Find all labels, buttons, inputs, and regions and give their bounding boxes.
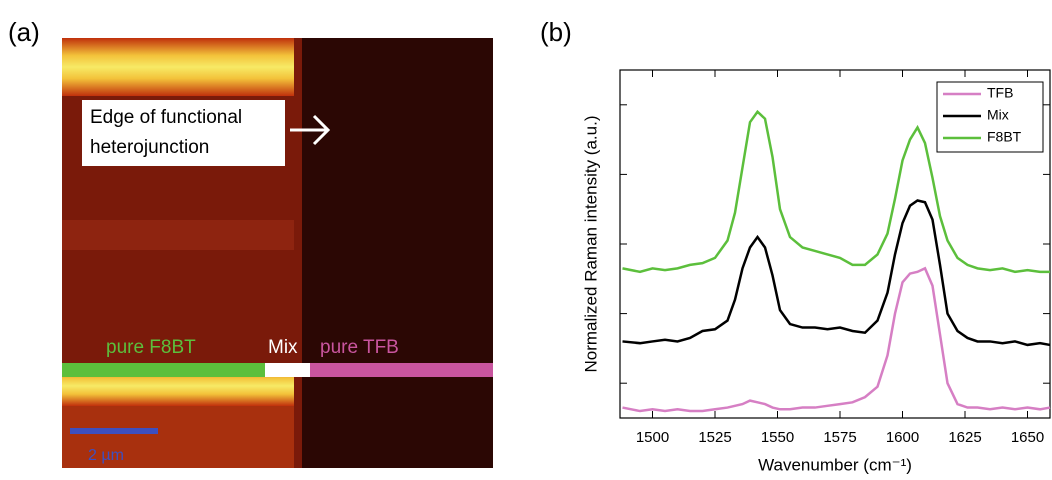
scale-label: 2 µm [88, 447, 124, 464]
panel-label: (b) [540, 17, 572, 47]
annotation: heterojunction [90, 137, 209, 158]
x-tick-label: 1550 [761, 429, 794, 446]
x-tick-label: 1575 [823, 429, 856, 446]
region-bar [310, 363, 493, 377]
region-bar [265, 363, 310, 377]
line-series [622, 266, 1051, 413]
x-tick-label: 1600 [886, 429, 919, 446]
x-tick-label: 1650 [1011, 429, 1044, 446]
panel-label: (a) [8, 17, 40, 47]
annotation: Edge of functional [90, 107, 242, 128]
x-axis-label: Wavenumber (cm⁻¹) [758, 455, 912, 474]
region-label: Mix [268, 337, 298, 358]
legend-label: F8BT [987, 129, 1022, 145]
bright-band [62, 38, 294, 96]
annotation-box [82, 100, 285, 166]
arrow [290, 114, 331, 146]
region-label: pure TFB [320, 337, 399, 358]
x-tick-label: 1625 [948, 429, 981, 446]
line-series [622, 199, 1051, 347]
region-bar [62, 363, 265, 377]
legend-label: Mix [987, 107, 1009, 123]
x-tick-label: 1525 [698, 429, 731, 446]
line-series [622, 109, 1050, 274]
x-tick-label: 1500 [636, 429, 669, 446]
scale-bar [70, 428, 158, 434]
legend-label: TFB [987, 85, 1013, 101]
micrograph [62, 38, 493, 468]
image-region [62, 406, 294, 468]
region-label: pure F8BT [106, 337, 196, 358]
image-region [62, 220, 294, 250]
y-axis-label: Normalized Raman intensity (a.u.) [581, 116, 600, 373]
